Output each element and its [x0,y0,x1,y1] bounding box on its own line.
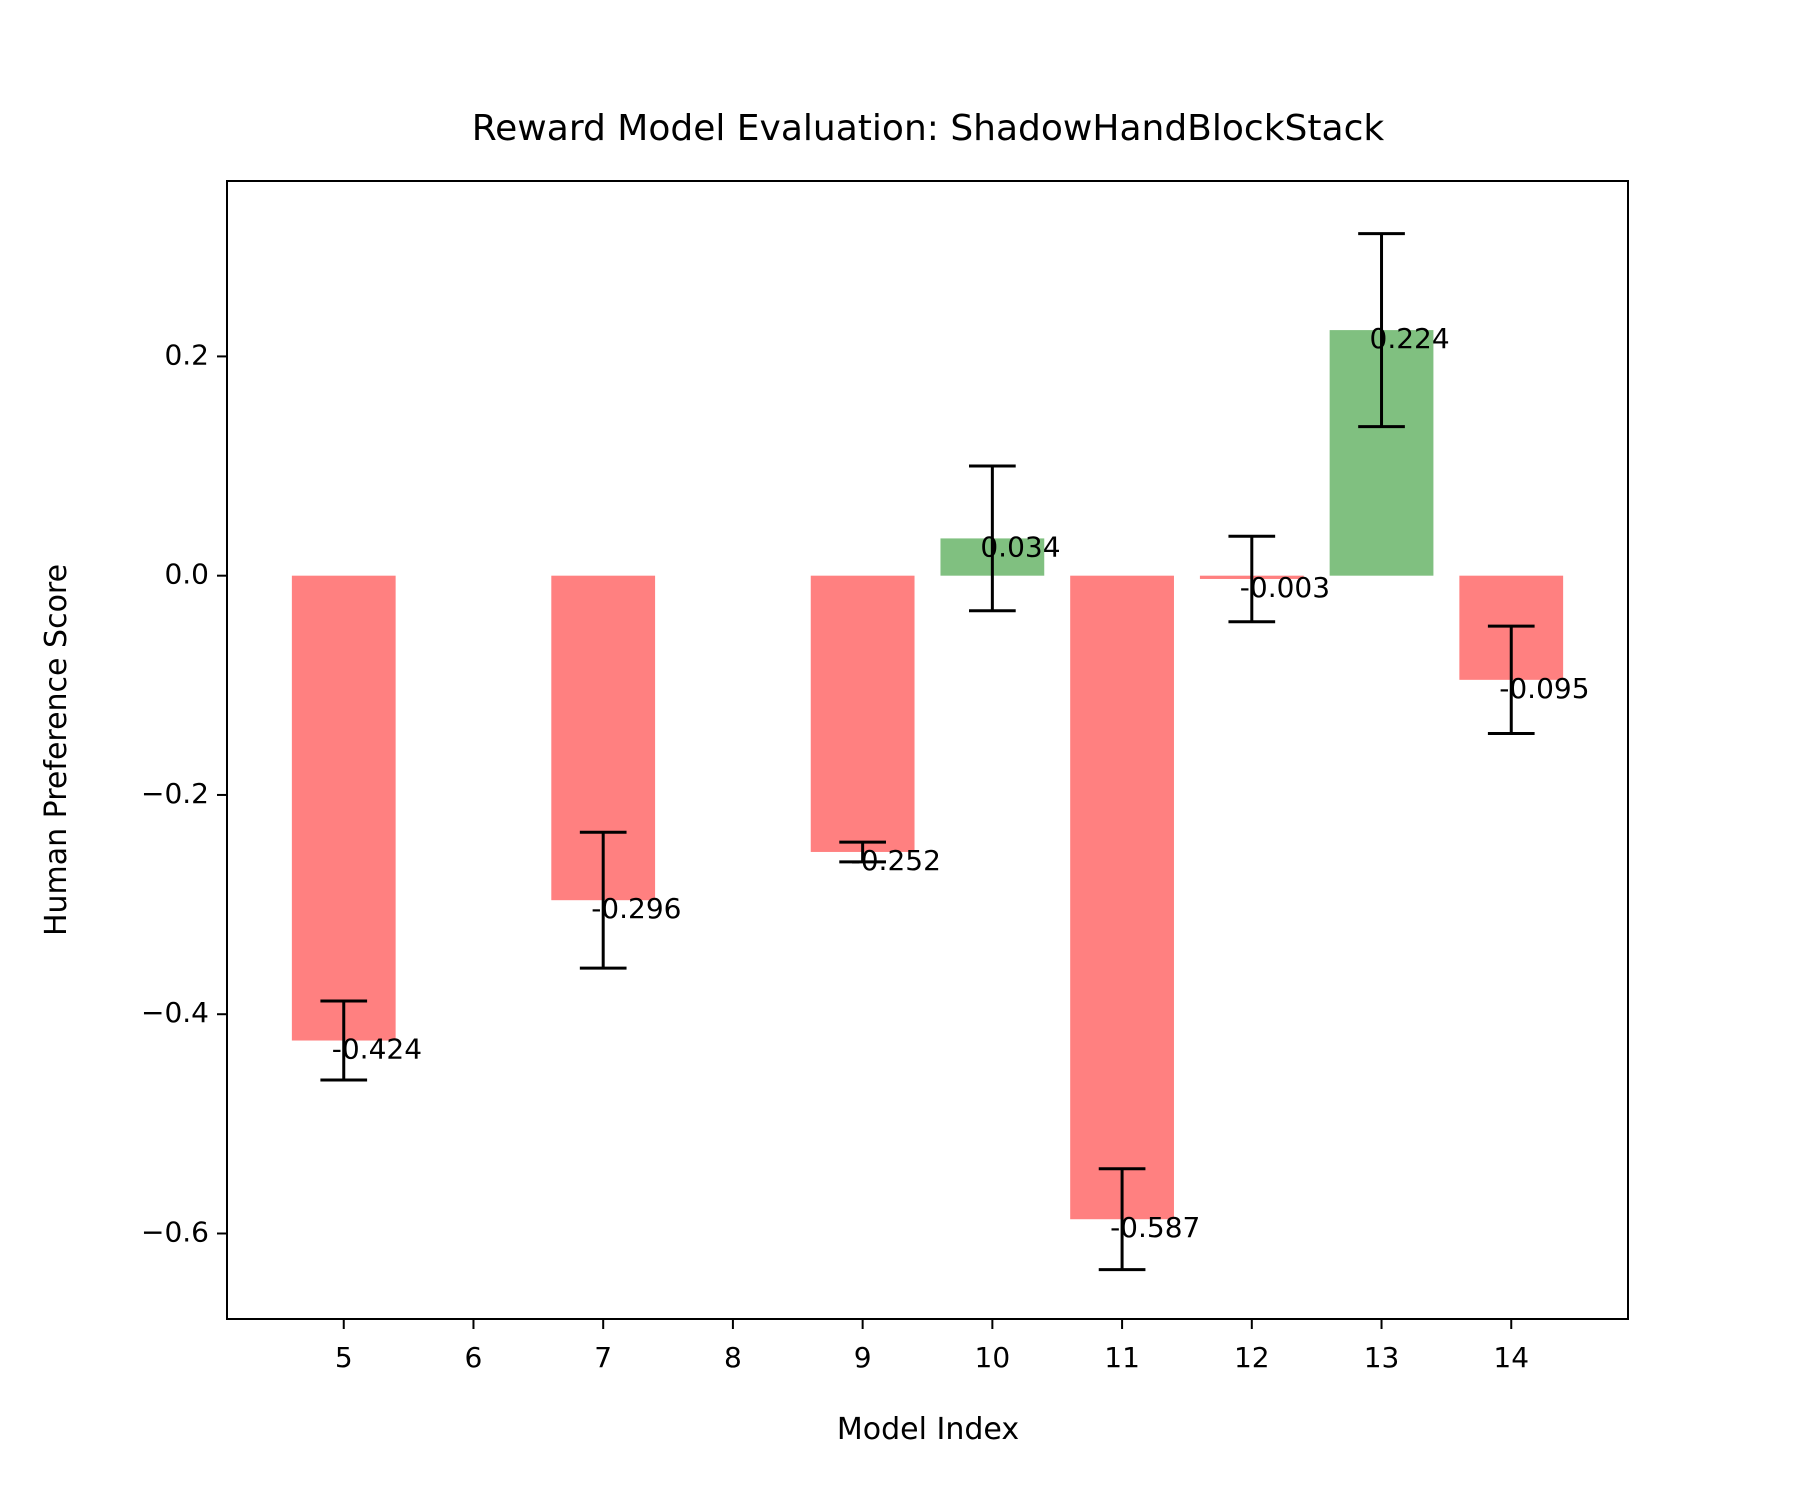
error-bar-model-9 [839,840,886,864]
y-axis-title: Human Preference Score [39,564,74,936]
x-axis-title: Model Index [837,1412,1019,1447]
error-bar-model-12 [1228,534,1276,624]
bar-model-9 [810,575,915,852]
bar-model-5 [291,575,396,1041]
x-tick-label: 9 [854,1341,872,1374]
y-tick-label: −0.4 [141,996,209,1029]
y-tick-label: −0.6 [141,1215,209,1248]
value-label-model-12: -0.003 [1240,571,1330,604]
error-bar-model-5 [320,999,368,1082]
error-bar-model-13 [1358,232,1405,429]
y-tick-label: 0.2 [164,338,209,371]
value-label-model-9: -0.252 [851,844,941,877]
x-tick-label: 10 [975,1341,1011,1374]
value-labels-group: -0.424 -0.296 -0.252 0.034 -0.587 -0.003 0.224… [332,322,1590,1244]
x-tick-label: 12 [1234,1341,1270,1374]
error-bar-model-14 [1487,624,1535,736]
value-label-model-11: -0.587 [1110,1211,1200,1244]
x-axis: 5 6 7 8 9 10 11 12 13 14 [335,1319,1529,1374]
x-tick-label: 14 [1493,1341,1529,1374]
value-label-model-10: 0.034 [980,530,1060,563]
bar-model-11 [1070,575,1174,1220]
error-bar-model-11 [1098,1167,1146,1272]
chart-title: Reward Model Evaluation: ShadowHandBlock… [472,108,1385,149]
error-bars-group [320,232,1535,1272]
x-tick-label: 13 [1364,1341,1400,1374]
value-label-model-13: 0.224 [1370,322,1450,355]
y-tick-label: −0.2 [141,777,209,810]
x-tick-label: 7 [594,1341,612,1374]
x-tick-label: 5 [335,1341,353,1374]
y-tick-label: 0.0 [164,558,209,591]
value-label-model-7: -0.296 [591,892,681,925]
plot-frame [226,180,1629,1320]
value-label-model-5: -0.424 [332,1033,422,1066]
y-axis: −0.6 −0.4 −0.2 0.0 0.2 [141,338,227,1248]
x-tick-label: 8 [724,1341,742,1374]
value-label-model-14: -0.095 [1499,672,1589,705]
x-tick-label: 6 [465,1341,483,1374]
error-bar-model-7 [579,830,627,970]
x-tick-label: 11 [1104,1341,1140,1374]
error-bar-model-10 [969,464,1016,613]
